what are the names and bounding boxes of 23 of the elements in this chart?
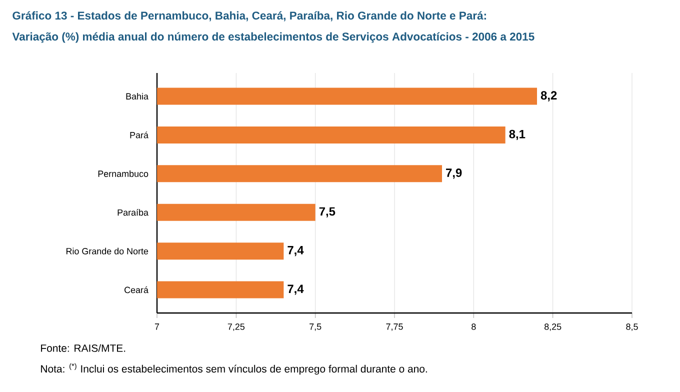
- x-tick-label: 8,25: [544, 324, 562, 331]
- source-note: Fonte: RAIS/MTE.: [41, 344, 126, 352]
- x-tick-label: 7: [154, 324, 160, 330]
- y-tick-label: Rio Grande do Norte: [66, 248, 148, 254]
- chart-title: Gráfico 13 - Estados de Pernambuco, Bahia, Ceará, Paraíba, Rio Grande do Norte e Pará:: [12, 11, 486, 22]
- y-tick-label: Pará: [130, 132, 148, 138]
- text: Nota: $^{(*)}$ Inclui os estabelecimentos sem vínculos de emprego formal durante o ano.: [41, 363, 427, 375]
- data-label: 7,5: [319, 207, 336, 218]
- data-label: 7,9: [446, 168, 462, 179]
- x-tick-label: 8,5: [626, 324, 638, 331]
- data-label: 7,4: [288, 246, 304, 256]
- y-tick-label: Bahia: [126, 92, 148, 100]
- chart-subtitle: Variação (%) média anual do número de estabelecimentos de Serviços Advocatícios - 2006 a 2015: [12, 32, 534, 43]
- data-label: 7,4: [288, 284, 304, 295]
- data-label: 8,1: [509, 130, 526, 140]
- y-tick-label: Paraíba: [118, 209, 148, 216]
- x-tick-label: 7,75: [386, 324, 403, 331]
- y-tick-label: Ceará: [124, 286, 148, 294]
- x-tick-label: 7,5: [310, 324, 322, 331]
- y-tick-label: Pernambuco: [98, 170, 148, 177]
- x-tick-label: 8: [472, 324, 476, 330]
- data-label: 8,2: [540, 91, 557, 102]
- x-tick-label: 7,25: [228, 324, 245, 331]
